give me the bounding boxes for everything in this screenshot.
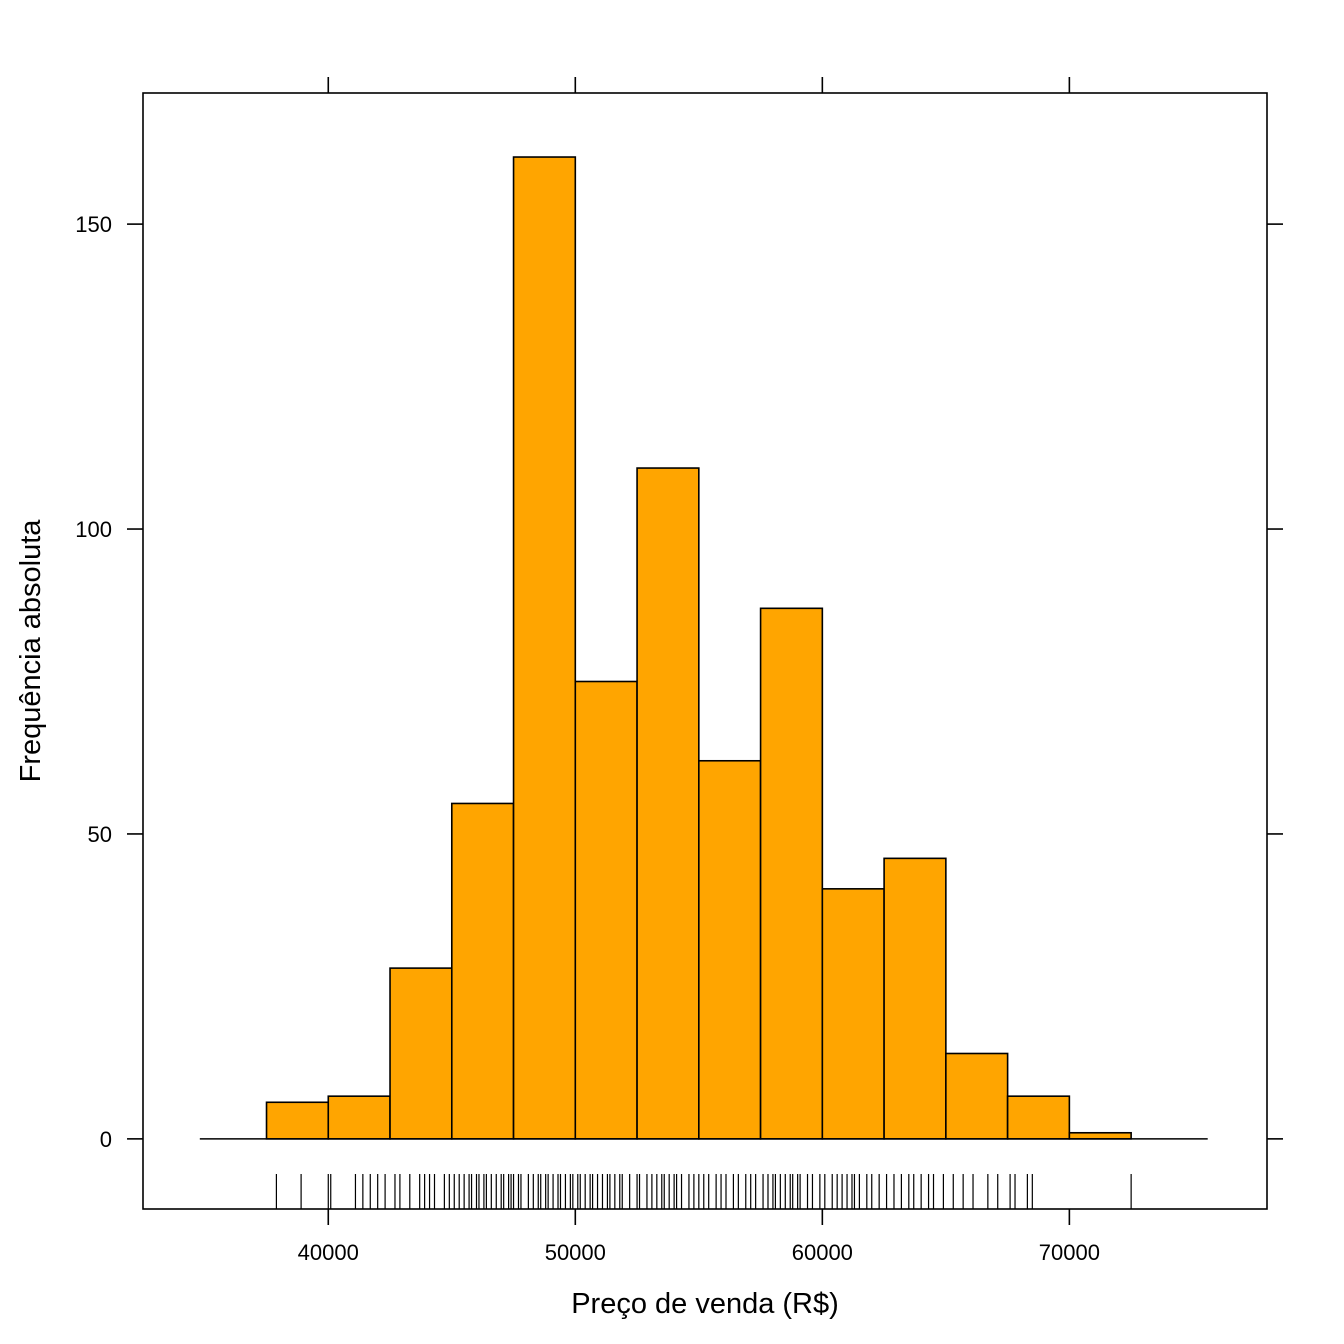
y-tick-label: 100 bbox=[75, 517, 112, 542]
x-tick-label: 70000 bbox=[1039, 1240, 1100, 1265]
histogram-bar bbox=[821, 888, 885, 1140]
histogram-bar bbox=[450, 802, 515, 1140]
x-axis-ticks: 40000 50000 60000 70000 bbox=[298, 77, 1100, 1265]
histogram-bar bbox=[389, 967, 453, 1140]
x-tick-label: 60000 bbox=[792, 1240, 853, 1265]
y-tick-label: 50 bbox=[88, 822, 112, 847]
histogram-bar bbox=[265, 1101, 330, 1140]
y-axis-label: Frequência absoluta bbox=[15, 519, 47, 783]
histogram-bar bbox=[574, 680, 638, 1140]
x-tick-label: 50000 bbox=[545, 1240, 606, 1265]
x-tick-label: 40000 bbox=[298, 1240, 359, 1265]
y-tick-label: 150 bbox=[75, 212, 112, 237]
histogram-bar bbox=[698, 759, 762, 1140]
histogram-bar bbox=[945, 1052, 1009, 1140]
histogram-bar bbox=[1006, 1095, 1071, 1140]
histogram-bar bbox=[327, 1095, 391, 1140]
histogram-bar bbox=[883, 857, 947, 1140]
y-tick-label: 0 bbox=[100, 1127, 112, 1152]
histogram-bar bbox=[512, 156, 577, 1140]
histogram-bar bbox=[759, 607, 824, 1140]
histogram-bars bbox=[265, 156, 1132, 1140]
plot-frame bbox=[142, 92, 1268, 1210]
rug-marks bbox=[275, 1174, 1132, 1209]
y-axis-ticks: 0 50 100 150 bbox=[75, 212, 1283, 1152]
histogram-bar bbox=[1068, 1131, 1132, 1140]
x-axis-label: Preço de venda (R$) bbox=[571, 1288, 839, 1320]
histogram-bar bbox=[636, 467, 700, 1140]
